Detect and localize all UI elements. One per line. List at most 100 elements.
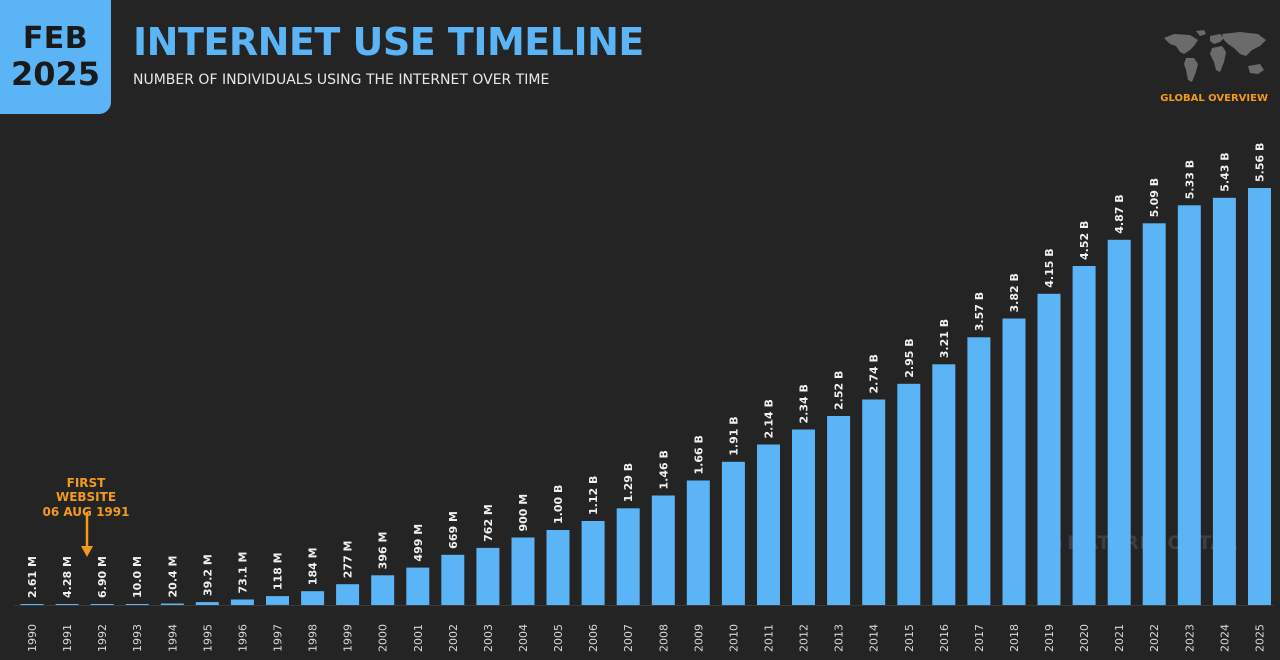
bar-2012 bbox=[792, 429, 815, 605]
bar-2008 bbox=[651, 495, 675, 605]
x-tick-label-2017: 2017 bbox=[973, 624, 986, 652]
x-tick-label-2020: 2020 bbox=[1078, 624, 1091, 652]
value-label-2019: 4.15 B bbox=[1043, 248, 1056, 287]
value-label-1995: 39.2 M bbox=[201, 554, 214, 596]
x-tick-label-2002: 2002 bbox=[447, 624, 460, 652]
bar-1993 bbox=[125, 604, 149, 605]
annotation-line-2: 06 AUG 1991 bbox=[42, 504, 130, 519]
first-website-annotation: FIRST WEBSITE 06 AUG 1991 bbox=[36, 476, 136, 519]
bar-2010 bbox=[721, 461, 745, 606]
value-label-1996: 73.1 M bbox=[236, 552, 249, 594]
value-label-2013: 2.52 B bbox=[833, 371, 846, 410]
x-tick-label-1998: 1998 bbox=[307, 624, 320, 652]
x-tick-label-2022: 2022 bbox=[1148, 624, 1161, 652]
bar-1992 bbox=[90, 604, 114, 605]
x-tick-label-2011: 2011 bbox=[762, 624, 775, 652]
bar-2017 bbox=[967, 337, 991, 606]
x-tick-label-2009: 2009 bbox=[692, 624, 705, 652]
bar-2020 bbox=[1072, 266, 1096, 605]
bar-1996 bbox=[230, 599, 254, 605]
value-label-2004: 900 M bbox=[517, 494, 530, 532]
bar-2025 bbox=[1248, 188, 1271, 605]
x-tick-label-2001: 2001 bbox=[412, 624, 425, 652]
bar-1991 bbox=[55, 604, 79, 605]
value-label-2009: 1.66 B bbox=[692, 435, 705, 474]
x-tick-label-1993: 1993 bbox=[131, 624, 144, 652]
value-label-2024: 5.43 B bbox=[1218, 152, 1231, 191]
bar-1998 bbox=[301, 591, 325, 605]
value-label-2023: 5.33 B bbox=[1183, 160, 1196, 199]
page-subtitle: NUMBER OF INDIVIDUALS USING THE INTERNET… bbox=[133, 72, 550, 88]
value-label-2003: 762 M bbox=[482, 504, 495, 542]
value-label-2021: 4.87 B bbox=[1113, 194, 1126, 233]
value-label-2000: 396 M bbox=[377, 532, 390, 570]
x-tick-label-2019: 2019 bbox=[1043, 624, 1056, 652]
x-tick-label-1999: 1999 bbox=[342, 624, 355, 652]
annotation-line-1: FIRST WEBSITE bbox=[55, 476, 117, 505]
bar-2006 bbox=[581, 521, 605, 605]
x-tick-label-2025: 2025 bbox=[1253, 624, 1266, 652]
bar-2016 bbox=[932, 364, 956, 606]
x-tick-label-2004: 2004 bbox=[517, 624, 530, 652]
x-tick-label-2006: 2006 bbox=[587, 624, 600, 652]
x-tick-label-2013: 2013 bbox=[833, 624, 846, 652]
value-label-1993: 10.0 M bbox=[131, 556, 144, 598]
x-tick-label-2016: 2016 bbox=[938, 624, 951, 652]
value-label-2022: 5.09 B bbox=[1148, 178, 1161, 217]
bar-2002 bbox=[441, 554, 465, 605]
bar-2018 bbox=[1002, 318, 1026, 605]
x-tick-label-1991: 1991 bbox=[61, 624, 74, 652]
arrow-down-icon bbox=[81, 512, 93, 557]
page-title: INTERNET USE TIMELINE bbox=[133, 20, 644, 64]
bar-2019 bbox=[1037, 293, 1061, 606]
value-label-2018: 3.82 B bbox=[1008, 273, 1021, 312]
bar-2024 bbox=[1212, 197, 1236, 606]
x-tick-label-2010: 2010 bbox=[727, 624, 740, 652]
x-tick-label-2000: 2000 bbox=[377, 624, 390, 652]
value-label-2012: 2.34 B bbox=[798, 384, 811, 423]
x-tick-label-1992: 1992 bbox=[96, 624, 109, 652]
bar-2015 bbox=[897, 383, 921, 606]
value-label-1998: 184 M bbox=[307, 547, 320, 585]
x-tick-label-2014: 2014 bbox=[868, 624, 881, 652]
value-label-1991: 4.28 M bbox=[61, 556, 74, 598]
value-label-2006: 1.12 B bbox=[587, 476, 600, 515]
value-label-1994: 20.4 M bbox=[166, 556, 179, 598]
value-label-2002: 669 M bbox=[447, 511, 460, 549]
bar-2022 bbox=[1142, 223, 1166, 606]
bar-1997 bbox=[266, 596, 289, 605]
value-label-2008: 1.46 B bbox=[657, 450, 670, 489]
x-tick-label-2008: 2008 bbox=[657, 624, 670, 652]
bar-2001 bbox=[406, 567, 430, 605]
value-label-1992: 6.90 M bbox=[96, 556, 109, 598]
x-tick-label-1996: 1996 bbox=[236, 624, 249, 652]
value-label-2014: 2.74 B bbox=[868, 354, 881, 393]
bar-2000 bbox=[371, 575, 395, 605]
bar-1990 bbox=[20, 604, 44, 605]
value-label-1997: 118 M bbox=[271, 552, 284, 590]
bar-1994 bbox=[160, 603, 184, 605]
bar-2007 bbox=[616, 508, 640, 606]
bar-2011 bbox=[757, 444, 780, 605]
bar-2005 bbox=[546, 530, 570, 605]
x-tick-label-2005: 2005 bbox=[552, 624, 565, 652]
x-tick-label-2018: 2018 bbox=[1008, 624, 1021, 652]
bar-2004 bbox=[511, 537, 535, 605]
value-label-2025: 5.56 B bbox=[1253, 143, 1266, 182]
x-tick-label-2007: 2007 bbox=[622, 624, 635, 652]
badge-month: FEB bbox=[22, 21, 89, 56]
x-tick-label-2015: 2015 bbox=[903, 624, 916, 652]
value-label-2005: 1.00 B bbox=[552, 485, 565, 524]
value-label-2001: 499 M bbox=[412, 524, 425, 562]
value-label-1999: 277 M bbox=[342, 540, 355, 578]
x-tick-label-1995: 1995 bbox=[201, 624, 214, 652]
section-label: GLOBAL OVERVIEW bbox=[1160, 93, 1268, 104]
bar-1995 bbox=[195, 602, 219, 605]
x-tick-label-2023: 2023 bbox=[1183, 624, 1196, 652]
x-tick-label-1990: 1990 bbox=[26, 624, 39, 652]
badge-year: 2025 bbox=[10, 55, 101, 93]
date-badge: FEB 2025 bbox=[0, 0, 111, 114]
bar-2014 bbox=[862, 399, 886, 605]
bar-2003 bbox=[476, 547, 500, 605]
